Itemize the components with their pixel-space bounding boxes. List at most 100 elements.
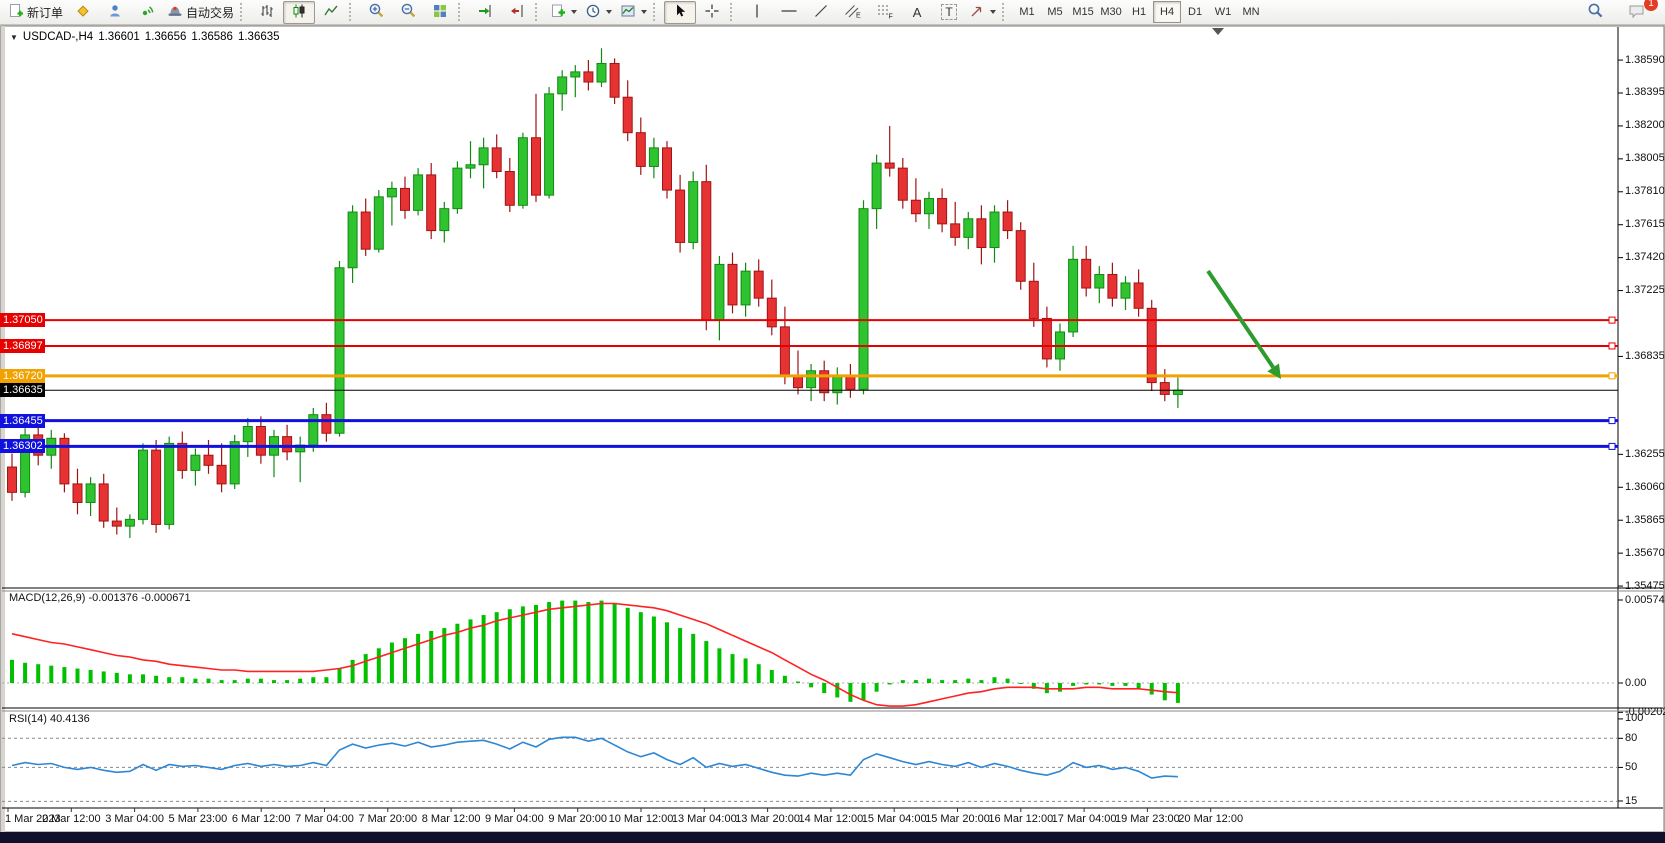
macd-bar [665, 622, 669, 683]
main-toolbar: 新订单 自动交易 [0, 0, 1665, 25]
macd-bar [730, 654, 735, 683]
macd-bar [337, 668, 342, 683]
timeframe-m1-button[interactable]: M1 [1019, 6, 1035, 18]
channel-tool-button[interactable]: E [837, 1, 869, 24]
candle [989, 205, 1000, 263]
quote-low: 1.36586 [191, 31, 233, 43]
price-tick-label: 1.35475 [1625, 579, 1665, 592]
candle [950, 201, 961, 246]
macd-axis-label: 0.00 [1625, 676, 1647, 689]
macd-bar [363, 654, 368, 683]
time-axis-label: 19 Mar 23:00 [1114, 813, 1180, 825]
window-left-edge [1, 26, 5, 832]
tile-windows-button[interactable] [424, 1, 456, 24]
search-button[interactable] [1579, 1, 1611, 24]
vertical-line-tool-button[interactable] [741, 1, 773, 24]
macd-bar [10, 659, 14, 683]
chat-bubble-icon [1628, 3, 1646, 22]
candle [242, 418, 253, 457]
chart-menu-triangle-icon[interactable]: ▼ [10, 32, 18, 42]
line-handle[interactable] [1608, 442, 1616, 450]
indicators-button[interactable] [546, 1, 581, 24]
candle [740, 262, 751, 317]
line-handle[interactable] [1608, 372, 1616, 380]
arrows-dropdown-caret [990, 10, 997, 14]
timeframe-mn-button[interactable]: MN [1242, 6, 1260, 18]
candlesticks-layer [7, 48, 1183, 538]
macd-bar [1058, 683, 1062, 692]
trend-arrow-head[interactable] [1267, 363, 1281, 379]
templates-dropdown-caret [641, 10, 648, 14]
line-chart-mode-button[interactable] [315, 1, 347, 24]
candle [426, 163, 437, 240]
trendline-tool-button[interactable] [805, 1, 837, 24]
candle [924, 191, 934, 229]
macd-bar [1005, 678, 1010, 683]
price-tick-label: 1.36060 [1625, 480, 1665, 493]
crosshair-tool-button[interactable] [696, 1, 728, 24]
equidistant-channel-icon: E [844, 3, 862, 22]
signals-button[interactable] [131, 1, 163, 24]
candle [609, 58, 620, 104]
timeframe-m15-button[interactable]: M15 [1072, 6, 1094, 18]
toolbar-grip [349, 3, 356, 21]
rsi-indicator-label: RSI(14) 40.4136 [9, 713, 90, 725]
candlestick-icon [291, 3, 307, 22]
text-label-tool-button[interactable]: T [933, 1, 965, 24]
timeframe-m30-button[interactable]: M30 [1100, 6, 1122, 18]
macd-bar [573, 600, 578, 683]
candle [491, 134, 502, 179]
notifications-button[interactable]: 1 [1621, 0, 1658, 24]
auto-trading-button[interactable]: 自动交易 [163, 1, 238, 24]
candle [806, 364, 817, 402]
timeframe-d1-button[interactable]: D1 [1188, 6, 1203, 18]
candlestick-mode-button[interactable] [283, 0, 316, 24]
candle [1107, 262, 1118, 307]
candle [334, 261, 345, 437]
candle [1041, 306, 1052, 368]
fibonacci-tool-button[interactable]: F [869, 1, 901, 24]
zoom-in-button[interactable] [360, 1, 392, 24]
timeframe-h4-button[interactable]: H4 [1153, 1, 1182, 23]
text-tool-button[interactable]: A [901, 1, 933, 24]
periods-button[interactable] [581, 1, 616, 24]
candle [766, 279, 777, 336]
indicators-dropdown-caret [571, 10, 578, 14]
cursor-tool-button[interactable] [664, 0, 697, 24]
chart-shift-button[interactable] [501, 1, 533, 24]
candle [884, 125, 895, 177]
templates-button[interactable] [616, 1, 651, 24]
horizontal-line-tool-button[interactable] [773, 1, 805, 24]
candle [858, 200, 869, 395]
candle [216, 443, 227, 493]
line-handle[interactable] [1608, 417, 1616, 425]
zoom-out-button[interactable] [392, 1, 424, 24]
line-handle[interactable] [1608, 342, 1616, 350]
timeframe-h1-button[interactable]: H1 [1132, 6, 1147, 18]
timeframe-m5-button[interactable]: M5 [1047, 6, 1063, 18]
market-watch-button[interactable] [67, 1, 99, 24]
macd-bar [429, 630, 434, 683]
chart-shift-marker-icon[interactable] [1212, 28, 1224, 35]
bar-chart-mode-button[interactable] [251, 1, 283, 24]
price-tick-label: 1.36255 [1625, 447, 1665, 460]
new-order-button[interactable]: 新订单 [4, 1, 67, 24]
profile-button[interactable] [99, 1, 131, 24]
line-handle[interactable] [1608, 316, 1616, 324]
timeframe-w1-button[interactable]: W1 [1214, 6, 1232, 18]
rsi-axis-label: 15 [1625, 794, 1638, 807]
trend-arrow-line[interactable] [1206, 269, 1275, 369]
candle [583, 60, 594, 91]
macd-bar [913, 680, 918, 683]
macd-bar [154, 675, 159, 683]
auto-scroll-button[interactable] [469, 1, 501, 24]
candle [190, 448, 201, 486]
arrows-tool-button[interactable] [965, 1, 1000, 24]
macd-bar [403, 638, 407, 683]
candle [544, 87, 555, 199]
text-label-icon: T [941, 4, 957, 20]
time-axis-label: 7 Mar 04:00 [295, 813, 354, 825]
macd-bar [101, 671, 106, 683]
tile-windows-icon [432, 3, 448, 22]
